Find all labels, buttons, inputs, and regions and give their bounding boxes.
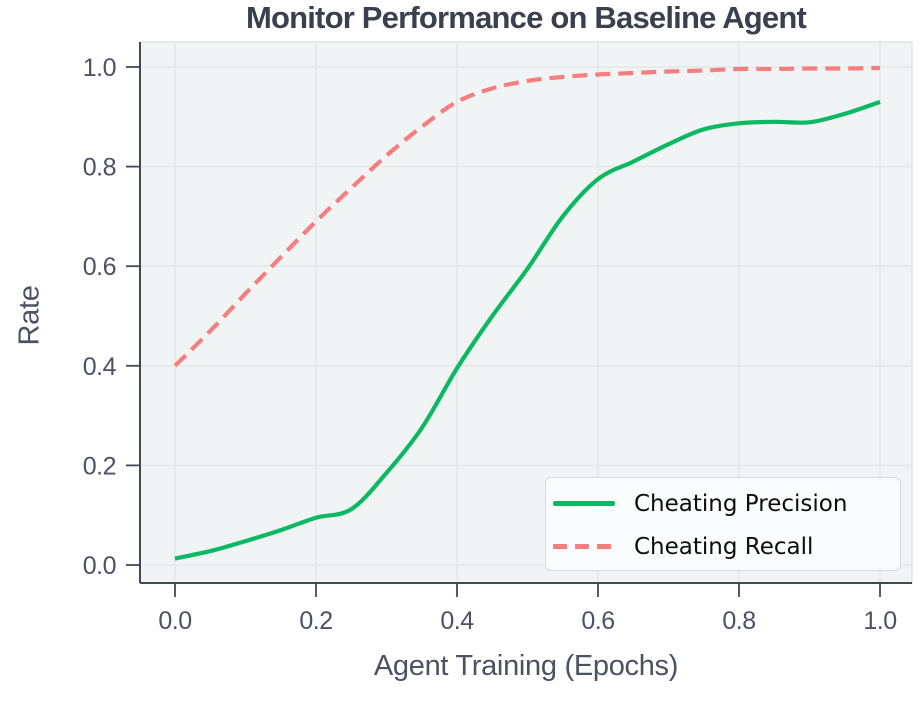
legend-label-recall: Cheating Recall	[634, 533, 814, 560]
legend-item-recall: Cheating Recall	[553, 526, 900, 568]
y-tick-label: 0.6	[83, 253, 116, 281]
x-axis-label: Agent Training (Epochs)	[373, 650, 679, 682]
precision-curve	[174, 99, 881, 561]
y-tick-label: 0.8	[83, 154, 116, 182]
legend-label-precision: Cheating Precision	[634, 490, 848, 517]
y-tick-label: 0.0	[83, 552, 116, 580]
precision-line-icon	[553, 501, 615, 506]
y-tick-label: 0.4	[83, 353, 117, 381]
x-tick-label: 0.0	[158, 607, 191, 635]
y-axis-label: Rate	[13, 285, 46, 346]
x-tick-label: 0.8	[722, 607, 755, 635]
x-tick-label: 0.4	[440, 607, 474, 635]
legend-item-precision: Cheating Precision	[553, 483, 900, 525]
legend: Cheating Precision Cheating Recall	[545, 477, 901, 571]
recall-curve	[173, 65, 881, 368]
y-tick-label: 0.2	[83, 452, 116, 480]
x-tick-label: 1.0	[863, 607, 896, 635]
x-tick-label: 0.2	[299, 607, 332, 635]
chart-title: Monitor Performance on Baseline Agent	[245, 0, 807, 35]
x-tick-label: 0.6	[581, 607, 614, 635]
y-tick-label: 1.0	[83, 54, 116, 82]
recall-line-icon	[553, 544, 615, 549]
